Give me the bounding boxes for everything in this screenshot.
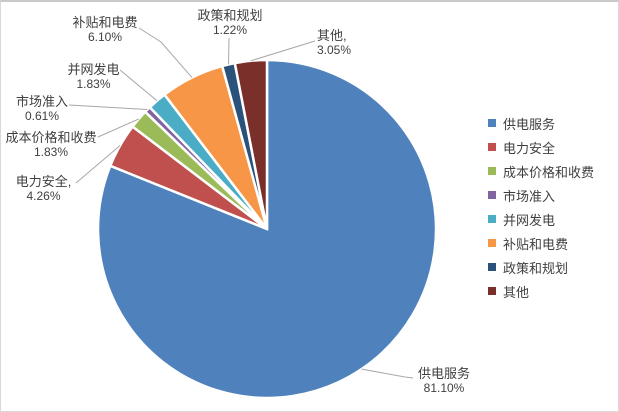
legend-item-grid-connected-generation[interactable]: 并网发电 [488,207,594,231]
leader-line-6 [228,37,230,65]
leader-line-2 [97,118,139,138]
legend-label: 并网发电 [503,212,556,228]
pie-label-percent: 6.10% [87,30,123,44]
legend-item-power-safety[interactable]: 电力安全 [488,135,594,159]
leader-line-5 [138,27,193,78]
legend-item-subsidies-tariffs[interactable]: 补贴和电费 [488,231,594,255]
pie-label-market-access: 市场准入 0.61% [2,94,82,124]
leader-line-7 [250,40,316,62]
legend-marker-icon [488,191,496,199]
legend-item-policy-planning[interactable]: 政策和规划 [488,255,594,279]
legend-marker-icon [488,287,496,295]
legend-marker-icon [488,239,496,247]
pie-label-power-supply-service: 供电服务 81.10% [410,366,478,396]
legend-marker-icon [488,263,496,271]
legend-label: 市场准入 [503,188,556,204]
legend-marker-icon [488,215,496,223]
leader-line-0 [361,368,414,379]
legend-marker-icon [488,167,496,175]
pie-label-category: 其他, [317,28,347,43]
legend-item-market-access[interactable]: 市场准入 [488,183,594,207]
pie-label-policy-planning: 政策和规划 1.22% [190,8,270,38]
legend-item-cost-price-fees[interactable]: 成本价格和收费 [488,159,594,183]
legend-label: 补贴和电费 [503,236,569,252]
pie-label-subsidies-tariffs: 补贴和电费 6.10% [61,15,149,45]
pie-label-percent: 1.83% [76,77,111,91]
legend-label: 供电服务 [503,116,556,132]
pie-label-percent: 1.22% [212,23,248,37]
pie-label-category: 补贴和电费 [72,15,138,30]
pie-label-percent: 4.26% [26,189,61,203]
legend: 供电服务 电力安全 成本价格和收费 市场准入 并网发电 补贴和电费 政策和规划 [488,111,594,303]
pie-label-percent: 81.10% [423,381,465,395]
legend-marker-icon [488,119,496,127]
legend-label: 成本价格和收费 [503,164,595,180]
pie-label-percent: 1.83% [33,145,69,159]
pie-label-category: 电力安全, [15,174,72,189]
pie-label-others: 其他, 3.05% [317,28,387,58]
pie-label-category: 并网发电 [67,62,120,77]
legend-item-others[interactable]: 其他 [488,279,594,303]
pie-label-category: 成本价格和收费 [5,130,97,145]
pie-label-category: 供电服务 [417,366,470,381]
leader-line-4 [119,69,158,102]
pie-label-grid-connected-generation: 并网发电 1.83% [53,62,134,92]
legend-label: 其他 [503,284,530,300]
legend-item-power-supply-service[interactable]: 供电服务 [488,111,594,135]
pie-label-percent: 0.61% [24,109,60,123]
legend-marker-icon [488,143,496,151]
legend-label: 政策和规划 [503,260,569,276]
pie-label-category: 市场准入 [15,94,68,109]
pie-label-cost-price-fees: 成本价格和收费 1.83% [4,130,98,160]
leader-line-3 [68,104,148,110]
leader-line-1 [75,145,121,184]
pie-label-category: 政策和规划 [197,8,263,23]
legend-label: 电力安全 [503,140,556,156]
pie-label-percent: 3.05% [317,43,352,57]
pie-label-power-safety: 电力安全, 4.26% [3,174,84,204]
